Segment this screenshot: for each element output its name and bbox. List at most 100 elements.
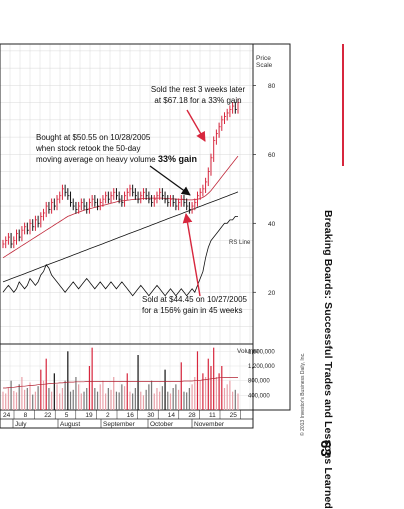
volume-bar xyxy=(59,393,61,410)
volume-bar xyxy=(140,391,142,410)
volume-bar xyxy=(164,369,166,410)
volume-bar xyxy=(56,384,58,410)
price-scale-title: Price Scale xyxy=(256,55,273,69)
price-tick-label: 80 xyxy=(268,83,276,90)
volume-bar xyxy=(67,351,69,410)
volume-bar xyxy=(53,373,55,410)
volume-bar xyxy=(94,388,96,410)
price-tick-label: 40 xyxy=(268,221,276,228)
volume-bar xyxy=(72,389,74,410)
volume-bar xyxy=(172,388,174,410)
right-scale-frame xyxy=(252,43,291,411)
volume-bar xyxy=(156,388,158,410)
volume-average-line xyxy=(3,377,238,389)
volume-bar xyxy=(194,377,196,410)
volume-bar xyxy=(42,380,45,410)
volume-bar xyxy=(2,391,4,410)
volume-bar xyxy=(123,386,126,410)
volume-bar xyxy=(223,388,226,410)
volume-bar xyxy=(83,391,85,410)
volume-bar xyxy=(105,393,107,410)
volume-bar xyxy=(96,391,99,410)
volume-bar xyxy=(226,384,228,410)
series-lines xyxy=(2,155,239,297)
date-tick-label: 8 xyxy=(24,412,28,419)
volume-bar xyxy=(153,393,155,410)
volume-tick-labels: 1,600,000 1,200,000 800,000 400,000 xyxy=(248,349,275,399)
volume-bar xyxy=(188,388,190,410)
page-number: 63 xyxy=(317,440,334,457)
volume-tick-label: 1,600,000 xyxy=(248,349,275,355)
annotation-bought: Bought at $50.55 on 10/28/2005 when stock… xyxy=(35,133,197,196)
volume-bar xyxy=(110,389,112,410)
volume-bar xyxy=(61,388,64,410)
rs-line xyxy=(2,191,239,283)
volume-bar xyxy=(137,355,139,410)
volume-bar xyxy=(175,384,177,410)
volume-bar xyxy=(75,377,77,410)
volume-bar xyxy=(121,384,123,410)
volume-bar xyxy=(78,384,80,410)
price-tick-labels: 20 40 60 80 xyxy=(253,83,276,297)
volume-bar xyxy=(5,393,7,410)
month-label: September xyxy=(103,421,136,428)
gain-label: 33% gain xyxy=(158,154,197,164)
copyright-notice: © 2013 Investor's Business Daily, Inc. xyxy=(300,352,306,436)
volume-bar xyxy=(21,377,23,410)
volume-bar xyxy=(150,380,153,410)
moving-average-line xyxy=(2,155,239,259)
date-tick-label: 19 xyxy=(85,412,93,419)
volume-bar xyxy=(210,366,212,410)
volume-bar xyxy=(10,380,12,410)
annotation-sold-first: Sold at $44.45 on 10/27/2005 for a 156% g… xyxy=(142,213,248,315)
volume-bar xyxy=(113,377,115,410)
volume-bar xyxy=(234,389,236,410)
volume-bar xyxy=(40,369,42,410)
volume-axis-title: Volume xyxy=(237,348,259,355)
rs-line-label: RS Line xyxy=(229,240,251,246)
volume-bar xyxy=(15,392,18,410)
date-tick-label: 11 xyxy=(209,412,216,419)
price-tick-label: 60 xyxy=(268,152,276,159)
volume-bar xyxy=(115,391,118,410)
volume-bar xyxy=(107,388,109,410)
volume-bar xyxy=(37,386,39,410)
relative-strength-line xyxy=(2,216,238,297)
volume-bar xyxy=(186,392,188,410)
volume-bar xyxy=(24,389,26,410)
price-volume-chart: 20 40 60 80 1,600,000 1,200,000 800,000 400,00… xyxy=(0,43,291,429)
volume-bar xyxy=(7,388,10,410)
month-label: July xyxy=(15,421,27,428)
volume-bar xyxy=(231,391,234,410)
volume-bar xyxy=(99,384,101,410)
volume-bar xyxy=(91,347,93,410)
month-label: October xyxy=(150,421,174,428)
volume-bar xyxy=(132,393,134,410)
volume-bar xyxy=(202,373,204,410)
volume-bar xyxy=(34,391,37,410)
date-tick-label: 22 xyxy=(44,412,52,419)
month-label: November xyxy=(194,421,225,428)
volume-bar xyxy=(69,391,72,410)
volume-bar xyxy=(161,386,163,410)
volume-bar xyxy=(169,393,172,410)
volume-tick-label: 1,200,000 xyxy=(248,364,275,370)
volume-bar xyxy=(18,384,20,410)
volume-bar xyxy=(221,366,223,410)
volume-bar xyxy=(51,391,53,410)
price-bars xyxy=(2,98,240,249)
volume-bar xyxy=(88,366,91,410)
volume-bar xyxy=(180,362,182,410)
volume-bar xyxy=(142,395,145,410)
volume-bar xyxy=(229,380,231,410)
volume-bar xyxy=(118,392,120,410)
volume-bar xyxy=(29,382,31,410)
date-tick-label: 5 xyxy=(65,412,69,419)
volume-tick-label: 800,000 xyxy=(248,379,270,385)
volume-bar xyxy=(126,373,128,410)
chapter-title: Breaking Boards: Successful Trades and L… xyxy=(322,210,334,509)
price-tick-label: 20 xyxy=(268,290,276,297)
date-tick-label: 14 xyxy=(168,412,176,419)
volume-bars xyxy=(2,347,239,410)
volume-tick-label: 400,000 xyxy=(248,393,270,399)
